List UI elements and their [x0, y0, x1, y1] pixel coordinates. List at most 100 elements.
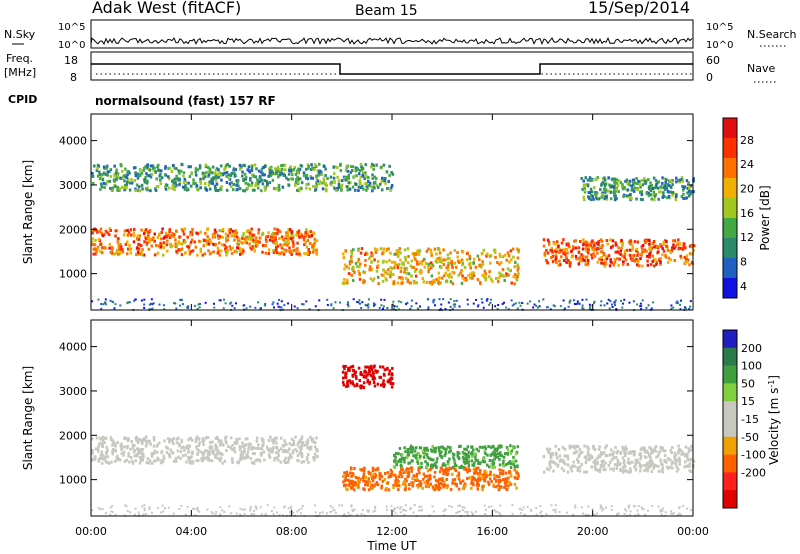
heatmap-cell	[243, 172, 247, 176]
heatmap-cell	[568, 245, 571, 249]
heatmap-cell	[331, 506, 334, 509]
heatmap-cell	[369, 165, 373, 169]
heatmap-cell	[513, 482, 517, 486]
heatmap-cell	[337, 182, 341, 186]
heatmap-cell	[445, 280, 448, 284]
heatmap-cell	[652, 466, 655, 470]
heatmap-cell	[415, 302, 418, 305]
heatmap-cell	[663, 184, 666, 188]
heatmap-cell	[671, 193, 674, 197]
heatmap-cell	[346, 379, 349, 383]
heatmap-cell	[484, 513, 487, 516]
heatmap-cell	[650, 470, 653, 474]
heatmap-cell	[276, 458, 280, 462]
heatmap-cell	[189, 184, 193, 188]
heatmap-cell	[440, 467, 443, 471]
heatmap-cell	[641, 178, 645, 182]
heatmap-cell	[342, 480, 345, 484]
heatmap-cell	[110, 460, 113, 464]
power-y-label: Slant Range [km]	[21, 160, 35, 264]
heatmap-cell	[168, 236, 172, 240]
heatmap-cell	[480, 252, 484, 256]
heatmap-cell	[226, 238, 230, 242]
heatmap-cell	[463, 483, 466, 487]
heatmap-cell	[146, 163, 149, 167]
heatmap-cell	[174, 459, 178, 463]
heatmap-cell	[229, 436, 233, 440]
colorbar-tick-label: 100	[741, 360, 762, 373]
heatmap-cell	[597, 447, 601, 451]
colorbar-swatch	[723, 436, 737, 456]
heatmap-cell	[489, 277, 493, 281]
heatmap-cell	[370, 260, 373, 264]
heatmap-cell	[321, 511, 324, 514]
heatmap-cell	[92, 181, 95, 185]
heatmap-cell	[409, 444, 413, 448]
heatmap-cell	[362, 386, 366, 390]
heatmap-cell	[125, 252, 129, 256]
heatmap-cell	[238, 187, 242, 191]
heatmap-cell	[501, 472, 505, 476]
x-axis-label: Time UT	[366, 539, 417, 553]
heatmap-cell	[172, 178, 175, 182]
heatmap-cell	[359, 370, 363, 374]
heatmap-cell	[96, 163, 100, 167]
heatmap-cell	[657, 197, 660, 201]
heatmap-cell	[290, 455, 293, 459]
heatmap-cell	[665, 186, 669, 190]
heatmap-cell	[503, 253, 507, 257]
heatmap-cell	[485, 299, 488, 302]
heatmap-cell	[367, 176, 370, 180]
heatmap-cell	[395, 482, 398, 486]
heatmap-cell	[382, 268, 385, 272]
heatmap-cell	[551, 460, 555, 464]
heatmap-cell	[582, 255, 585, 259]
heatmap-cell	[362, 472, 366, 476]
heatmap-cell	[515, 486, 518, 490]
heatmap-cell	[199, 180, 202, 184]
heatmap-cell	[134, 507, 137, 510]
heatmap-cell	[286, 243, 289, 247]
heatmap-cell	[346, 169, 350, 173]
heatmap-cell	[194, 181, 197, 185]
heatmap-cell	[519, 304, 522, 307]
heatmap-cell	[137, 185, 141, 189]
heatmap-cell	[606, 302, 609, 305]
heatmap-cell	[603, 451, 606, 455]
heatmap-cell	[128, 171, 131, 175]
heatmap-cell	[272, 513, 275, 516]
heatmap-cell	[609, 190, 612, 194]
heatmap-cell	[291, 449, 295, 453]
heatmap-cell	[324, 167, 327, 171]
heatmap-cell	[226, 234, 230, 238]
heatmap-cell	[415, 259, 419, 263]
heatmap-cell	[600, 506, 603, 509]
heatmap-cell	[491, 444, 495, 448]
heatmap-cell	[99, 227, 103, 231]
heatmap-cell	[269, 447, 272, 451]
heatmap-cell	[126, 509, 129, 512]
heatmap-cell	[370, 184, 373, 188]
heatmap-cell	[480, 265, 483, 269]
heatmap-cell	[208, 446, 212, 450]
heatmap-cell	[640, 305, 643, 308]
heatmap-cell	[639, 466, 642, 470]
heatmap-cell	[631, 460, 634, 464]
heatmap-cell	[482, 248, 486, 252]
heatmap-cell	[517, 266, 520, 270]
heatmap-cell	[115, 251, 118, 255]
heatmap-cell	[410, 305, 413, 308]
heatmap-cell	[392, 300, 395, 303]
heatmap-cell	[665, 196, 669, 200]
heatmap-cell	[186, 444, 189, 448]
heatmap-cell	[257, 231, 260, 235]
heatmap-cell	[457, 471, 461, 475]
heatmap-cell	[398, 472, 401, 476]
heatmap-cell	[671, 191, 674, 195]
heatmap-cell	[386, 471, 390, 475]
heatmap-cell	[261, 244, 265, 248]
heatmap-cell	[647, 191, 651, 195]
heatmap-cell	[408, 487, 411, 491]
freq-tick-top: 18	[64, 54, 78, 67]
heatmap-cell	[488, 303, 491, 306]
